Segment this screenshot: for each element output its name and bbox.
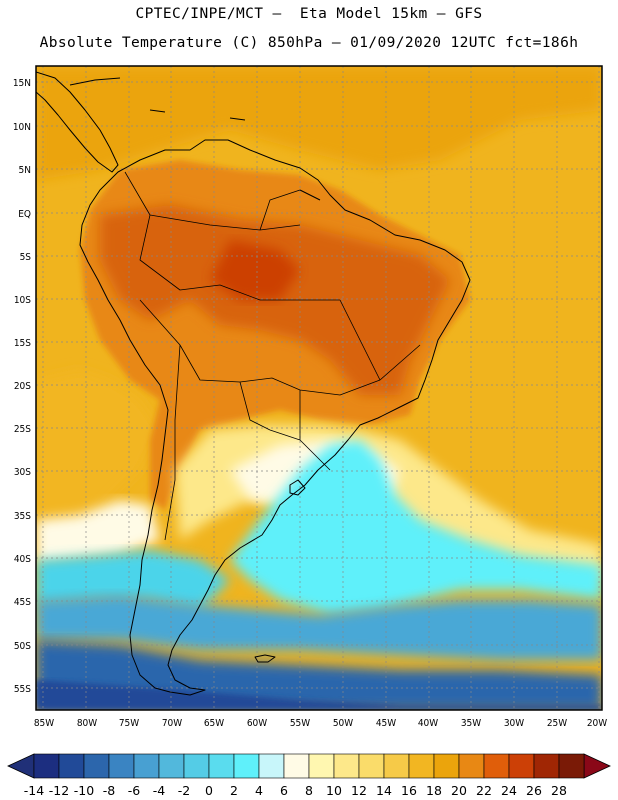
field-cyan-west — [36, 550, 230, 610]
colorbar-tick-label: 6 — [280, 783, 288, 798]
field-blue-darkest — [36, 680, 602, 710]
lon-label: 20W — [587, 718, 607, 729]
lat-label: 15N — [13, 78, 31, 89]
colorbar-box — [433, 753, 460, 779]
colorbar-box — [58, 753, 85, 779]
lat-label: 45S — [14, 597, 31, 608]
lat-label: 35S — [14, 511, 31, 522]
lat-label: 5N — [19, 165, 31, 176]
colorbar-box — [308, 753, 335, 779]
lon-label: 55W — [290, 718, 310, 729]
colorbar-tick-label: -2 — [178, 783, 190, 798]
colorbar-box — [333, 753, 360, 779]
lat-label: 5S — [20, 252, 32, 263]
colorbar-box — [408, 753, 435, 779]
lat-label: 30S — [14, 467, 31, 478]
colorbar-box — [483, 753, 510, 779]
colorbar-box — [233, 753, 260, 779]
falklands — [254, 654, 276, 663]
colorbar-box — [283, 753, 310, 779]
south-america-coast — [79, 139, 471, 696]
lon-label: 30W — [504, 718, 524, 729]
lat-label: 25S — [14, 424, 31, 435]
colorbar-box — [508, 753, 535, 779]
colorbar-box — [83, 753, 110, 779]
caribbean-islands — [69, 77, 321, 201]
colorbar-tick-label: 14 — [376, 783, 392, 798]
lon-label: 40W — [418, 718, 438, 729]
colorbar-box — [33, 753, 60, 779]
field-blue-mid — [36, 595, 602, 660]
colorbar-box — [533, 753, 560, 779]
colorbar-boxes — [33, 753, 585, 779]
colorbar-box — [108, 753, 135, 779]
colorbar-box — [133, 753, 160, 779]
lat-label: 10S — [14, 295, 31, 306]
lon-label: 45W — [376, 718, 396, 729]
colorbar-tick-label: 12 — [351, 783, 367, 798]
lat-label: EQ — [18, 209, 31, 220]
colorbar-tick-label: 0 — [205, 783, 213, 798]
colorbar-box — [358, 753, 385, 779]
latitude-labels: 15N 10N 5N EQ 5S 10S 15S 20S 25S 30S 35S… — [13, 78, 31, 695]
colorbar: -14 -12 -10 -8 -6 -4 -2 0 2 4 6 8 10 12 14 16 18 20 22 24 26… — [7, 753, 611, 798]
lon-label: 65W — [204, 718, 224, 729]
lat-label: 55S — [14, 684, 31, 695]
coastlines — [36, 71, 471, 696]
colorbar-tick-label: 16 — [401, 783, 417, 798]
colorbar-tick-label: 18 — [426, 783, 442, 798]
colorbar-box — [258, 753, 285, 779]
field-cyan-tongue — [230, 440, 602, 615]
lon-label: 80W — [77, 718, 97, 729]
colorbar-tick-label: -14 — [24, 783, 44, 798]
central-america — [36, 71, 119, 173]
colorbar-box — [458, 753, 485, 779]
colorbar-tick-label: -8 — [103, 783, 116, 798]
lon-label: 60W — [247, 718, 267, 729]
lon-label: 25W — [547, 718, 567, 729]
lat-label: 15S — [14, 338, 31, 349]
lon-label: 85W — [34, 718, 54, 729]
colorbar-tick-label: 2 — [230, 783, 238, 798]
temperature-field — [36, 66, 602, 710]
country-borders — [124, 171, 421, 541]
longitude-labels: 85W 80W 75W 70W 65W 60W 55W 50W 45W 40W … — [34, 718, 607, 729]
colorbar-tick-label: 8 — [305, 783, 313, 798]
colorbar-tick-label: 24 — [501, 783, 517, 798]
lon-label: 75W — [119, 718, 139, 729]
chart-title-line-1: CPTEC/INPE/MCT – Eta Model 15km – GFS — [135, 6, 483, 22]
chart-title-line-2: Absolute Temperature (C) 850hPa – 01/09/… — [39, 35, 579, 51]
colorbar-over-triangle — [583, 753, 611, 779]
lat-label: 20S — [14, 381, 31, 392]
colorbar-tick-label: 4 — [255, 783, 263, 798]
colorbar-tick-label: 10 — [326, 783, 342, 798]
lat-label: 50S — [14, 641, 31, 652]
colorbar-box — [558, 753, 585, 779]
colorbar-box — [183, 753, 210, 779]
colorbar-tick-label: -4 — [153, 783, 166, 798]
colorbar-box — [158, 753, 185, 779]
colorbar-tick-label: -12 — [49, 783, 69, 798]
colorbar-tick-label: 28 — [551, 783, 567, 798]
colorbar-tick-label: 22 — [476, 783, 492, 798]
colorbar-tick-label: -10 — [74, 783, 94, 798]
colorbar-under-triangle — [7, 753, 35, 779]
colorbar-labels: -14 -12 -10 -8 -6 -4 -2 0 2 4 6 8 10 12 14 16 18 20 22 24 26… — [24, 783, 567, 798]
lon-label: 70W — [162, 718, 182, 729]
lon-label: 35W — [461, 718, 481, 729]
lat-label: 10N — [13, 122, 31, 133]
colorbar-tick-label: -6 — [128, 783, 141, 798]
lagoa-dos-patos — [289, 479, 306, 496]
map-frame — [35, 65, 603, 711]
field-land-hottest — [210, 240, 300, 300]
lat-label: 40S — [14, 554, 31, 565]
colorbar-tick-label: 26 — [526, 783, 542, 798]
lat-lon-grid — [36, 66, 602, 710]
colorbar-tick-label: 20 — [451, 783, 467, 798]
lon-label: 50W — [333, 718, 353, 729]
colorbar-box — [208, 753, 235, 779]
colorbar-box — [383, 753, 410, 779]
field-north-tropics — [36, 66, 602, 180]
